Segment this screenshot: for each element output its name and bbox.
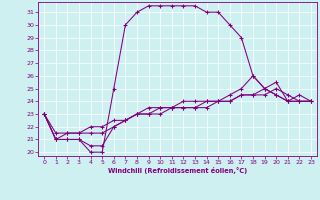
X-axis label: Windchill (Refroidissement éolien,°C): Windchill (Refroidissement éolien,°C) [108, 167, 247, 174]
